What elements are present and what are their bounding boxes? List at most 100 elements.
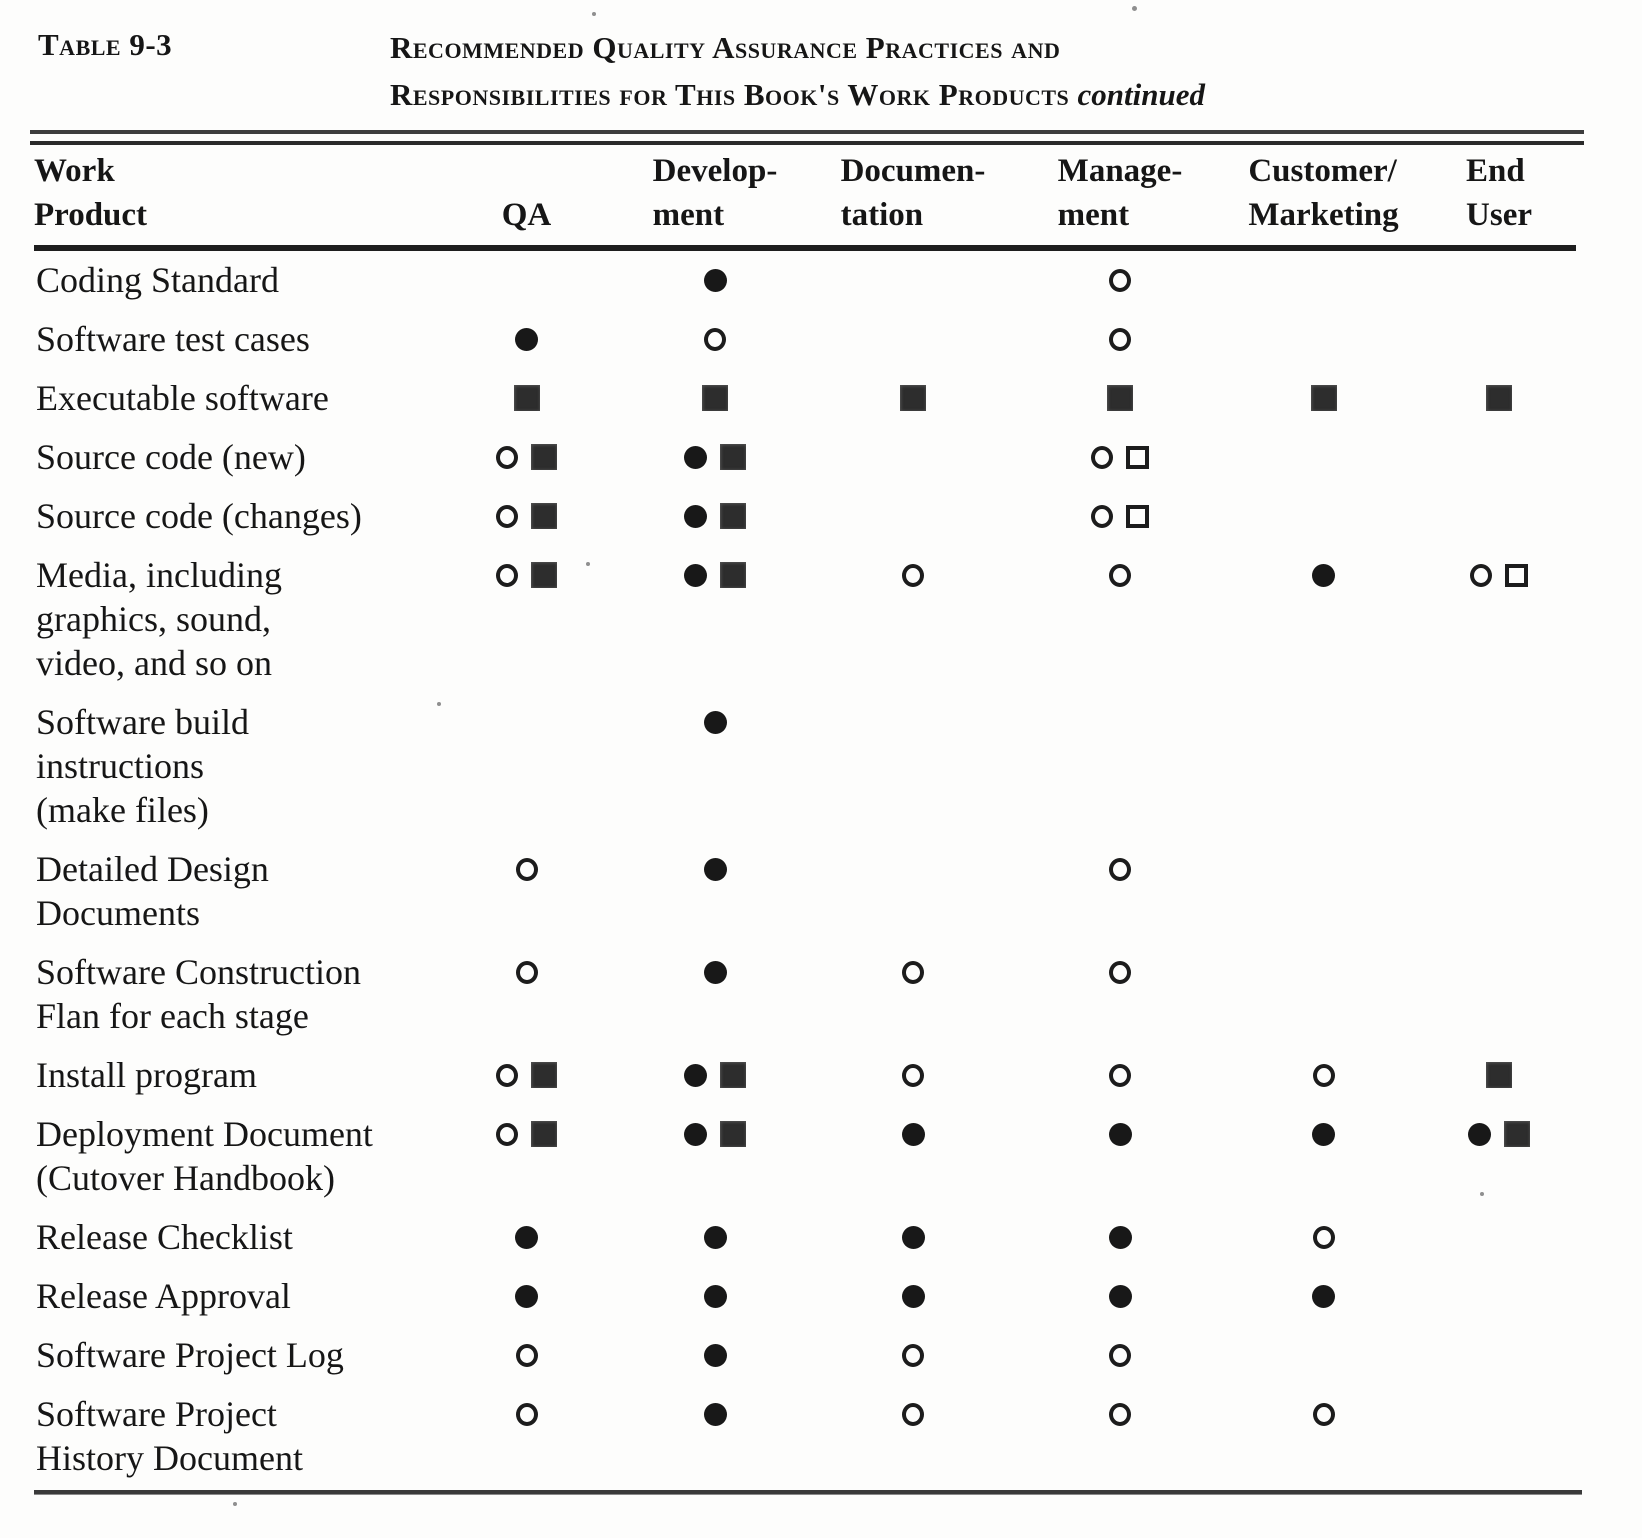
symbol-group <box>619 950 811 994</box>
table-caption: Table 9-3 Recommended Quality Assurance … <box>0 0 1642 118</box>
responsibility-cell <box>1015 693 1225 840</box>
symbol-group <box>1422 553 1576 597</box>
symbol-group <box>619 1053 811 1097</box>
filled-circle-icon <box>684 1063 707 1087</box>
symbol-group <box>1422 1053 1576 1097</box>
work-product-label: Software Construction Flan for each stag… <box>36 952 361 1036</box>
responsibility-cell <box>434 840 619 943</box>
filled-square-icon <box>1107 385 1133 411</box>
responsibility-cell <box>1422 248 1576 310</box>
responsibility-cell <box>619 693 811 840</box>
open-circle-icon <box>1109 327 1131 351</box>
column-header-end-user: End User <box>1422 145 1576 248</box>
responsibility-cell <box>619 1046 811 1105</box>
filled-circle-icon <box>1108 1122 1132 1146</box>
table-row: Software build instructions (make files) <box>34 693 1576 840</box>
table-row: Software Construction Flan for each stag… <box>34 943 1576 1046</box>
responsibility-cell <box>1225 369 1422 428</box>
open-circle-icon <box>496 1063 518 1087</box>
open-circle-icon <box>1109 960 1131 984</box>
filled-square-icon <box>531 562 557 588</box>
symbol-group <box>1015 258 1225 302</box>
symbol-group <box>811 317 1015 361</box>
table-row: Coding Standard <box>34 248 1576 310</box>
column-header-work-product: Work Product <box>34 145 434 248</box>
open-circle-icon <box>1312 1063 1335 1087</box>
symbol-group <box>1422 950 1576 994</box>
responsibility-cell <box>811 1385 1015 1488</box>
responsibility-cell <box>619 1267 811 1326</box>
responsibility-cell <box>1225 487 1422 546</box>
symbol-group <box>619 847 811 891</box>
symbol-group <box>619 1274 811 1318</box>
work-product-label: Source code (changes) <box>36 496 362 536</box>
responsibility-cell <box>811 1105 1015 1208</box>
symbol-group <box>619 258 811 302</box>
filled-square-icon <box>900 385 926 411</box>
symbol-group <box>619 494 811 538</box>
symbol-group <box>434 1053 619 1097</box>
responsibility-cell <box>811 1326 1015 1385</box>
symbol-group <box>811 1215 1015 1259</box>
symbol-group <box>434 258 619 302</box>
responsibility-cell <box>1225 943 1422 1046</box>
table-row: Executable software <box>34 369 1576 428</box>
responsibility-cell <box>1225 248 1422 310</box>
symbol-group <box>619 553 811 597</box>
symbol-group <box>1225 376 1422 420</box>
open-circle-icon <box>515 960 538 984</box>
open-circle-icon <box>496 563 518 587</box>
table-row: Release Checklist <box>34 1208 1576 1267</box>
symbol-group <box>1422 258 1576 302</box>
symbol-group <box>1015 1274 1225 1318</box>
qa-practices-table: Work Product QA Develop- ment Documen- t… <box>34 145 1576 1488</box>
responsibility-cell <box>619 1208 811 1267</box>
responsibility-cell <box>1225 1385 1422 1488</box>
filled-square-icon <box>1486 385 1512 411</box>
responsibility-cell <box>1015 1267 1225 1326</box>
open-circle-icon <box>496 504 518 528</box>
responsibility-cell <box>1015 943 1225 1046</box>
symbol-group <box>619 1215 811 1259</box>
responsibility-cell <box>811 943 1015 1046</box>
responsibility-cell <box>434 428 619 487</box>
filled-circle-icon <box>1108 1225 1132 1249</box>
symbol-group <box>619 376 811 420</box>
responsibility-cell <box>619 943 811 1046</box>
symbol-group <box>1015 435 1225 479</box>
symbol-group <box>811 847 1015 891</box>
symbol-group <box>1225 553 1422 597</box>
symbol-group <box>811 494 1015 538</box>
symbol-group <box>1422 700 1576 744</box>
open-circle-icon <box>1091 445 1113 469</box>
open-circle-icon <box>515 1402 538 1426</box>
table-number-label: Table 9-3 <box>38 27 173 62</box>
table-header: Work Product QA Develop- ment Documen- t… <box>34 145 1576 248</box>
column-header-customer-marketing: Customer/ Marketing <box>1225 145 1422 248</box>
responsibility-cell <box>811 1046 1015 1105</box>
responsibility-cell <box>619 546 811 693</box>
symbol-group <box>434 1392 619 1436</box>
filled-square-icon <box>1486 1062 1512 1088</box>
responsibility-cell <box>1422 1208 1576 1267</box>
open-circle-icon <box>704 327 726 351</box>
symbol-group <box>434 1333 619 1377</box>
symbol-group <box>1015 376 1225 420</box>
open-circle-icon <box>902 1343 924 1367</box>
symbol-group <box>619 1333 811 1377</box>
symbol-group <box>1422 317 1576 361</box>
open-circle-icon <box>496 445 518 469</box>
symbol-group <box>1225 317 1422 361</box>
work-product-label: Source code (new) <box>36 437 306 477</box>
open-circle-icon <box>902 563 924 587</box>
responsibility-cell <box>619 1326 811 1385</box>
responsibility-cell <box>1422 1385 1576 1488</box>
symbol-group <box>434 376 619 420</box>
symbol-group <box>811 950 1015 994</box>
work-product-label: Software test cases <box>36 319 310 359</box>
filled-circle-icon <box>1312 1122 1335 1146</box>
symbol-group <box>434 435 619 479</box>
responsibility-cell <box>434 310 619 369</box>
table-row: Software test cases <box>34 310 1576 369</box>
open-circle-icon <box>1470 563 1492 587</box>
